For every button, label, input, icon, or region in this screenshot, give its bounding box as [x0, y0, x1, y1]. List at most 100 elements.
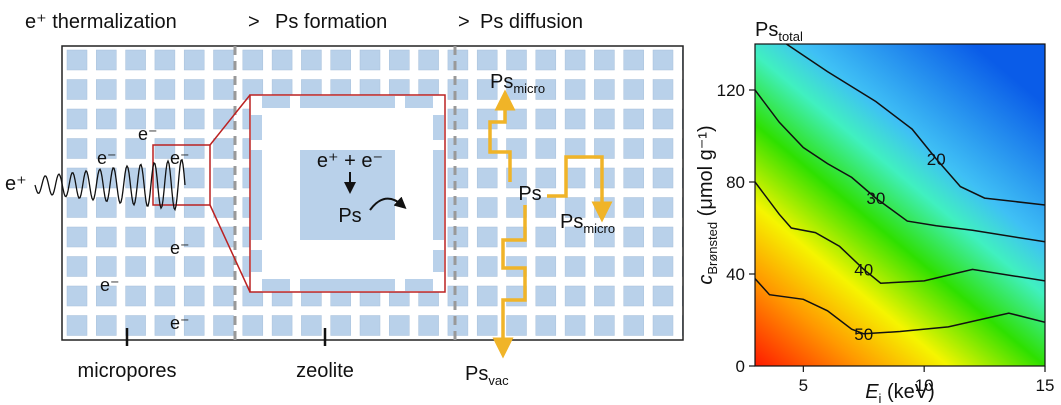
pore: [360, 316, 380, 336]
pore: [155, 286, 175, 306]
pore: [624, 316, 644, 336]
pore: [624, 227, 644, 247]
pore: [682, 50, 702, 70]
pore: [565, 257, 585, 277]
pore: [96, 227, 116, 247]
heatmap: [755, 44, 1045, 366]
pore: [653, 198, 673, 218]
pore: [214, 227, 234, 247]
pore: [389, 50, 409, 70]
pore: [214, 139, 234, 159]
pore: [96, 316, 116, 336]
y-axis-label-sub: Brønsted: [705, 222, 720, 275]
pore: [67, 227, 87, 247]
y-tick-label: 0: [736, 357, 745, 376]
pore: [184, 50, 204, 70]
pore: [594, 198, 614, 218]
pore: [477, 50, 497, 70]
inset-pore: [405, 279, 433, 291]
electron: e⁻: [138, 124, 158, 144]
pore: [565, 286, 585, 306]
pore: [507, 316, 527, 336]
plot-title-sub: total: [778, 29, 803, 44]
pore: [155, 109, 175, 129]
contour-label: 20: [927, 150, 946, 169]
ps-vac-sub: vac: [488, 373, 509, 388]
pore: [594, 168, 614, 188]
pore: [126, 227, 146, 247]
pore: [682, 227, 702, 247]
ps-micro-base: Ps: [560, 211, 583, 233]
y-tick-label: 80: [726, 173, 745, 192]
pore: [360, 50, 380, 70]
pore: [536, 109, 556, 129]
pore: [301, 316, 321, 336]
inset-pore: [251, 150, 262, 240]
pore: [507, 50, 527, 70]
pore: [214, 50, 234, 70]
pore: [624, 286, 644, 306]
pore: [67, 316, 87, 336]
pore: [214, 198, 234, 218]
pore: [419, 50, 439, 70]
pore: [653, 316, 673, 336]
separator: >: [248, 11, 260, 33]
pore: [184, 109, 204, 129]
pore: [184, 80, 204, 100]
pore: [331, 50, 351, 70]
pore: [155, 50, 175, 70]
pore: [155, 198, 175, 218]
ps-micro: Psmicro: [490, 71, 545, 96]
pore: [653, 50, 673, 70]
zoom-link: [210, 205, 250, 292]
pore: [594, 109, 614, 129]
pore: [536, 139, 556, 159]
pore: [682, 257, 702, 277]
pore: [477, 198, 497, 218]
pore: [126, 316, 146, 336]
y-axis-label-unit: (μmol g⁻¹): [695, 125, 717, 222]
separator: >: [458, 11, 470, 33]
electron: e⁻: [100, 275, 120, 295]
ps-micro-sub: micro: [513, 81, 545, 96]
pore: [594, 50, 614, 70]
pore: [653, 139, 673, 159]
electron: e⁻: [170, 148, 190, 168]
pore: [126, 286, 146, 306]
pore: [448, 316, 468, 336]
pore: [448, 50, 468, 70]
contour-label: 30: [866, 189, 885, 208]
ps-micro-base: Ps: [490, 71, 513, 93]
pore: [126, 80, 146, 100]
x-axis-label-base: E: [865, 381, 879, 403]
reaction: e⁺ + e⁻: [317, 150, 383, 172]
pore: [536, 227, 556, 247]
y-axis-label-base: c: [695, 275, 717, 285]
pore: [565, 50, 585, 70]
pore: [594, 286, 614, 306]
pore: [477, 168, 497, 188]
pore: [184, 286, 204, 306]
pore: [96, 80, 116, 100]
pore: [448, 286, 468, 306]
pore: [272, 50, 292, 70]
pore: [214, 80, 234, 100]
electron: e⁻: [170, 238, 190, 258]
pore: [67, 109, 87, 129]
pore: [594, 316, 614, 336]
pore: [67, 257, 87, 277]
pore: [624, 198, 644, 218]
pore: [272, 316, 292, 336]
pore: [448, 80, 468, 100]
inset-pore: [405, 96, 433, 108]
pore: [653, 286, 673, 306]
pore: [594, 257, 614, 277]
pore: [214, 316, 234, 336]
pore: [477, 286, 497, 306]
x-tick-label: 15: [1036, 376, 1055, 395]
pore: [155, 257, 175, 277]
pore: [624, 168, 644, 188]
pore: [565, 168, 585, 188]
pore: [653, 168, 673, 188]
region-label: micropores: [78, 360, 177, 382]
